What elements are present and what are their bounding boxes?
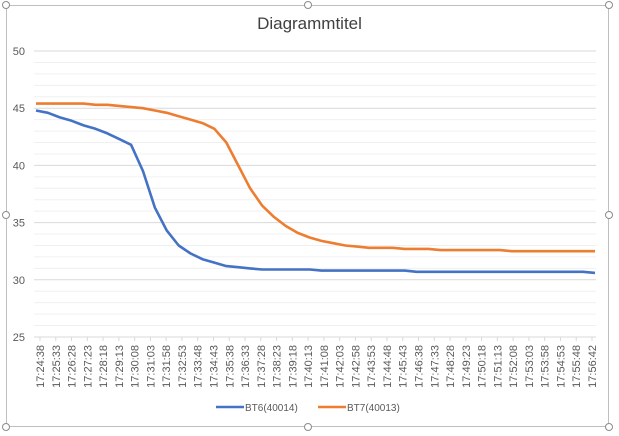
x-tick-label: 17:41:08 xyxy=(319,345,331,388)
resize-handle-middle-right[interactable] xyxy=(605,211,613,219)
x-tick-label: 17:25:33 xyxy=(51,345,63,388)
resize-handle-top-right[interactable] xyxy=(605,1,613,9)
x-tick-label: 17:27:23 xyxy=(82,345,94,388)
x-tick-label: 17:31:58 xyxy=(161,345,173,388)
x-tick-label: 17:53:58 xyxy=(540,345,552,388)
chart-frame[interactable] xyxy=(6,5,609,427)
x-tick-label: 17:48:28 xyxy=(445,345,457,388)
x-tick-label: 17:35:38 xyxy=(224,345,236,388)
series-line-2 xyxy=(36,102,595,253)
x-tick-label: 17:42:58 xyxy=(350,345,362,388)
x-tick-label: 17:50:18 xyxy=(477,345,489,388)
x-tick-label: 17:29:13 xyxy=(114,345,126,388)
x-tick-label: 17:47:33 xyxy=(429,345,441,388)
x-tick-label: 17:31:03 xyxy=(145,345,157,388)
y-tick-label: 25 xyxy=(13,332,25,344)
x-tick-label: 17:39:18 xyxy=(287,345,299,388)
x-tick-label: 17:55:48 xyxy=(571,345,583,388)
x-tick-label: 17:54:53 xyxy=(555,345,567,388)
x-tick-label: 17:51:13 xyxy=(492,345,504,388)
x-tick-label: 17:37:28 xyxy=(256,345,268,388)
x-tick-label: 17:24:38 xyxy=(35,345,47,388)
resize-handle-bottom-center[interactable] xyxy=(304,423,312,431)
x-tick-label: 17:32:53 xyxy=(177,345,189,388)
resize-handle-top-center[interactable] xyxy=(304,1,312,9)
x-tick-label: 17:36:33 xyxy=(240,345,252,388)
y-tick-label: 45 xyxy=(13,103,25,115)
x-tick-label: 17:43:53 xyxy=(366,345,378,388)
x-tick-label: 17:45:43 xyxy=(398,345,410,388)
x-tick-label: 17:40:13 xyxy=(303,345,315,388)
y-tick-label: 50 xyxy=(13,46,25,58)
y-tick-label: 30 xyxy=(13,275,25,287)
resize-handle-middle-left[interactable] xyxy=(2,211,10,219)
x-tick-label: 17:46:38 xyxy=(414,345,426,388)
x-tick-label: 17:28:18 xyxy=(98,345,110,388)
resize-handle-bottom-left[interactable] xyxy=(2,423,10,431)
legend-label-1: BT6(40014) xyxy=(245,403,298,414)
x-tick-label: 17:26:28 xyxy=(67,345,79,388)
x-tick-label: 17:42:03 xyxy=(335,345,347,388)
x-tick-label: 17:44:48 xyxy=(382,345,394,388)
x-tick-label: 17:38:23 xyxy=(272,345,284,388)
resize-handle-top-left[interactable] xyxy=(2,1,10,9)
series-lines xyxy=(35,102,596,275)
y-tick-label: 35 xyxy=(13,218,25,230)
y-axis-ticks: 25 30 35 40 45 50 xyxy=(13,46,25,344)
y-tick-label: 40 xyxy=(13,160,25,172)
resize-handle-bottom-right[interactable] xyxy=(605,423,613,431)
legend: BT6(40014) BT7(40013) xyxy=(216,403,400,414)
x-tick-label: 17:53:03 xyxy=(524,345,536,388)
x-axis-ticks: 17:24:38 17:25:33 17:26:28 17:27:23 17:28:18… xyxy=(35,337,599,388)
x-tick-label: 17:52:08 xyxy=(508,345,520,388)
legend-label-2: BT7(40013) xyxy=(347,403,400,414)
grid-lines xyxy=(34,50,596,338)
x-tick-label: 17:49:23 xyxy=(461,345,473,388)
x-tick-label: 17:34:43 xyxy=(208,345,220,388)
series-line-1 xyxy=(35,109,596,275)
x-tick-label: 17:56:42 xyxy=(587,345,599,388)
x-tick-label: 17:30:08 xyxy=(130,345,142,388)
x-tick-label: 17:33:48 xyxy=(193,345,205,388)
chart-title[interactable]: Diagrammtitel xyxy=(257,14,362,33)
